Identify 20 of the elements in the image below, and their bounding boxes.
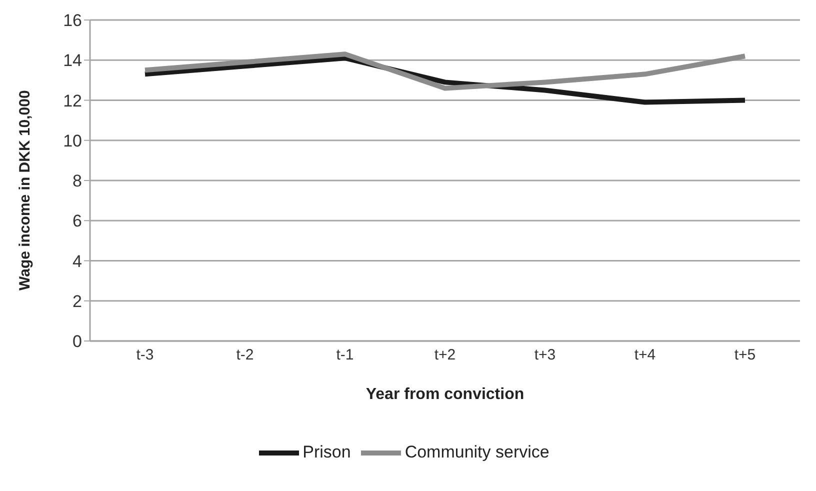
- y-tick-label: 2: [72, 292, 82, 311]
- x-tick-label: t-3: [136, 346, 154, 364]
- y-tick-label: 12: [63, 91, 82, 110]
- y-tick-label: 0: [72, 332, 82, 352]
- y-tick-label: 6: [72, 212, 82, 231]
- y-tick-label: 10: [63, 131, 82, 150]
- x-tick-label: t-1: [336, 346, 354, 364]
- y-tick-label: 4: [72, 252, 82, 271]
- x-tick-label: t+4: [634, 346, 656, 364]
- y-axis-title: Wage income in DKK 10,000: [16, 90, 34, 290]
- y-tick-label: 14: [63, 51, 82, 70]
- x-tick-label: t+5: [734, 346, 756, 364]
- x-tick-label: t+3: [534, 346, 556, 364]
- x-tick-label: t+2: [434, 346, 456, 364]
- x-tick-label: t-2: [236, 346, 254, 364]
- y-tick-label: 16: [63, 11, 82, 30]
- y-tick-label: 8: [72, 172, 82, 191]
- x-axis-title: Year from conviction: [366, 386, 524, 403]
- legend-label: Community service: [404, 442, 550, 462]
- legend-label: Prison: [302, 442, 351, 462]
